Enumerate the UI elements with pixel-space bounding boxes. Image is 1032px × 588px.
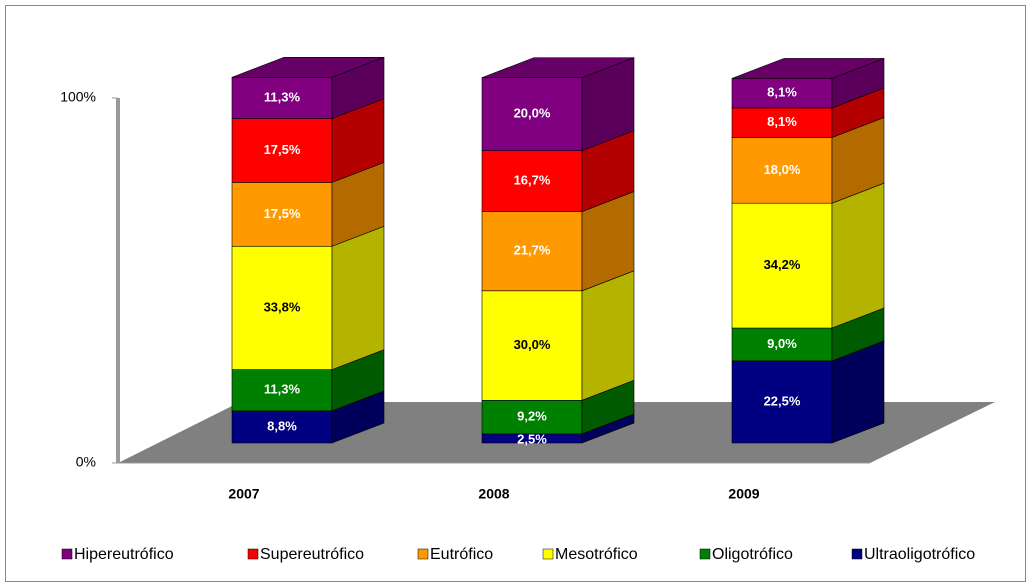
data-label: 17,5% (264, 206, 301, 221)
legend-label: Mesotrófico (555, 546, 638, 563)
legend-label: Supereutrófico (260, 546, 364, 563)
legend-swatch (247, 548, 259, 560)
data-label: 8,1% (767, 85, 797, 100)
data-label: 17,5% (264, 142, 301, 157)
legend-label: Oligotrófico (712, 546, 793, 563)
x-tick-label: 2009 (728, 486, 759, 502)
data-label: 30,0% (514, 337, 551, 352)
bar-side (831, 182, 885, 329)
bar-segment (231, 76, 333, 119)
legend-swatch (417, 548, 429, 560)
bar-segment (731, 202, 833, 329)
data-label: 22,5% (764, 393, 801, 408)
y-tick-label: 100% (60, 89, 96, 105)
data-label: 33,8% (264, 299, 301, 314)
bar-segment (481, 399, 583, 435)
data-label: 20,0% (514, 106, 551, 121)
data-label: 2,5% (517, 431, 547, 446)
bar-segment (481, 290, 583, 401)
data-label: 18,0% (764, 162, 801, 177)
y-tick-label: 0% (76, 454, 96, 470)
data-label: 8,8% (267, 418, 297, 433)
legend-label: Hipereutrófico (74, 546, 174, 563)
bar-top (231, 56, 385, 78)
x-tick-label: 2007 (228, 486, 259, 502)
data-label: 9,0% (767, 336, 797, 351)
bar-top (731, 58, 885, 79)
data-label: 9,2% (517, 409, 547, 424)
bar-segment (231, 369, 333, 412)
bar-segment (231, 182, 333, 247)
data-label: 34,2% (764, 257, 801, 272)
data-label: 8,1% (767, 114, 797, 129)
bar-top (481, 57, 635, 78)
bar-segment (481, 77, 583, 151)
bar-segment (731, 327, 833, 362)
data-label: 16,7% (514, 173, 551, 188)
data-label: 11,3% (264, 382, 301, 397)
legend-label: Eutrófico (430, 546, 493, 563)
data-label: 11,3% (264, 89, 301, 104)
legend-swatch (699, 548, 711, 560)
data-label: 21,7% (514, 243, 551, 258)
legend-swatch (851, 548, 863, 560)
bar-segment (231, 245, 333, 370)
bar-segment (481, 150, 583, 212)
bar-side (581, 270, 635, 401)
legend-label: Ultraoligotrófico (864, 546, 975, 563)
bar-side (331, 225, 385, 371)
bar-segment (731, 137, 833, 204)
bar-segment (231, 118, 333, 183)
bar-segment (731, 78, 833, 109)
bar-segment (731, 107, 833, 138)
bar-segment (731, 360, 833, 444)
legend-swatch (61, 548, 73, 560)
x-tick-label: 2008 (478, 486, 509, 502)
legend-swatch (542, 548, 554, 560)
